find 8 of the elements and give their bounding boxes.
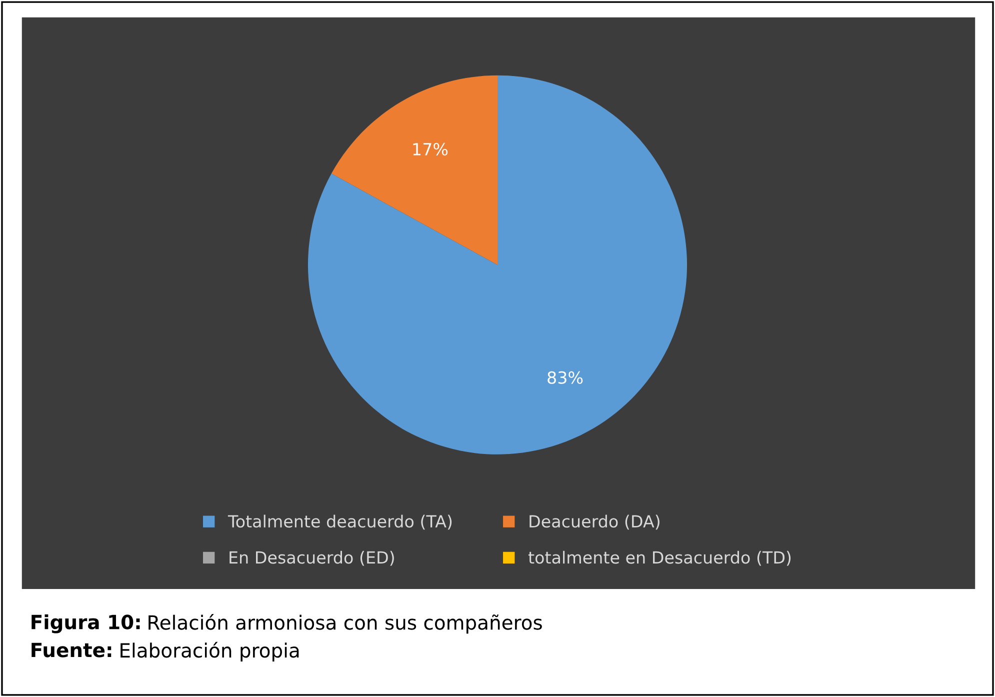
data-label: 17% [413,142,448,156]
legend-label: En Desacuerdo (ED) [230,550,394,566]
legend-label: Deacuerdo (DA) [530,514,660,530]
legend-label: Totalmente deacuerdo (TA) [228,514,452,530]
legend-label: totalmente en Desacuerdo (TD) [528,550,791,566]
data-label: 83% [548,371,583,384]
source-note: Fuente: Elaboración propia [32,642,299,662]
text: Figura 10: Relación armoniosa con sus compañeros [32,614,542,634]
